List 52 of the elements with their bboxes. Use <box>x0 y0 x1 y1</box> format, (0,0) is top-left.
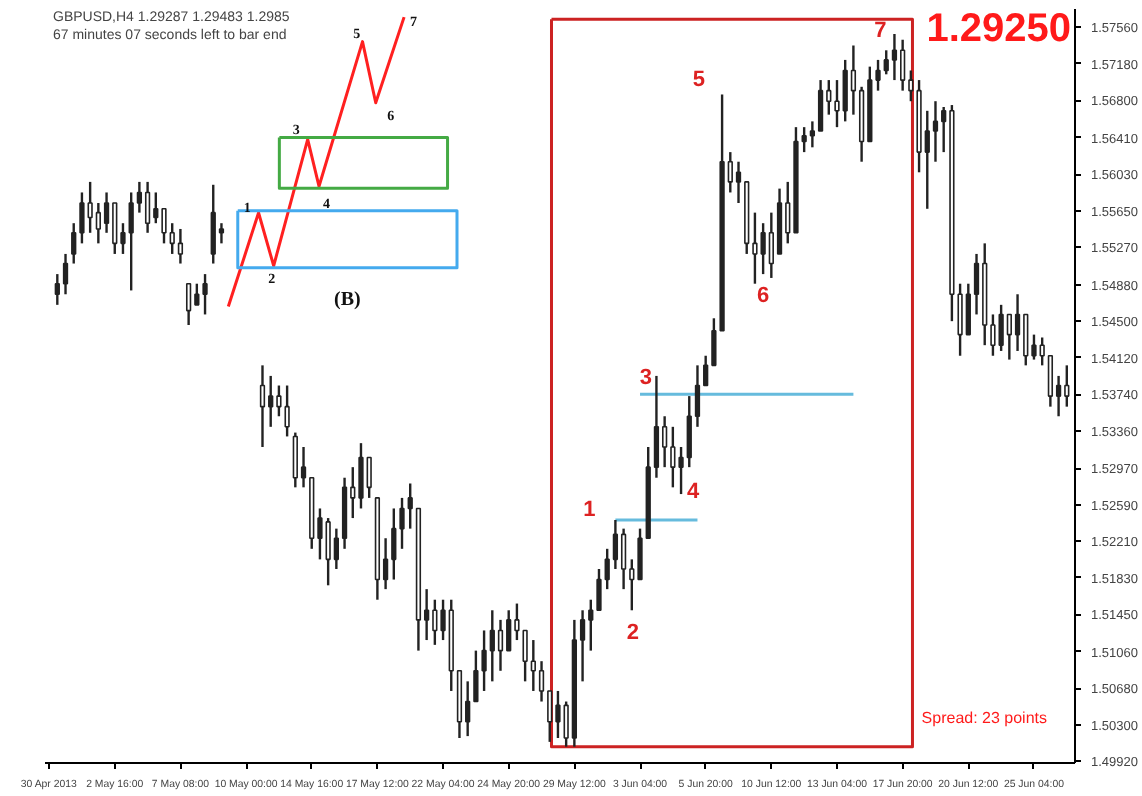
candlestick <box>366 456 372 500</box>
candlestick <box>932 100 939 163</box>
candlestick <box>202 272 208 316</box>
candlestick <box>670 425 676 489</box>
candlestick <box>1023 313 1029 367</box>
candlestick <box>284 384 290 438</box>
candlestick <box>620 527 627 591</box>
candlestick <box>817 78 824 133</box>
annotation: (B) <box>334 289 361 312</box>
candlestick <box>144 180 151 234</box>
candlestick <box>194 282 200 307</box>
annotation: 1 <box>583 498 596 523</box>
candlestick <box>268 374 274 429</box>
annotation: 3 <box>639 365 653 390</box>
candlestick <box>998 303 1004 353</box>
candlestick <box>161 207 167 245</box>
annotation: 4 <box>687 479 702 504</box>
candlestick <box>661 415 668 469</box>
annotation: 2 <box>626 620 639 645</box>
candlestick <box>497 618 504 672</box>
candlestick <box>530 638 536 693</box>
candlestick <box>489 609 495 683</box>
candlestick <box>358 441 364 510</box>
candlestick <box>506 609 512 652</box>
candlestick <box>883 49 889 76</box>
annotation: 1.29250 <box>926 7 1071 51</box>
annotation: 6 <box>757 284 770 309</box>
candlestick <box>834 78 840 129</box>
candlestick <box>1064 364 1070 408</box>
candlestick <box>1006 313 1012 361</box>
candlestick <box>62 252 69 296</box>
annotation: 5 <box>692 68 706 93</box>
candlestick <box>325 516 331 587</box>
candlestick <box>760 221 766 276</box>
candlestick <box>292 431 298 489</box>
candlestick <box>177 227 184 265</box>
candlestick <box>1014 293 1021 353</box>
candlestick <box>87 180 93 234</box>
candlestick <box>555 689 561 740</box>
candlestick <box>891 32 898 82</box>
candlestick <box>112 201 118 256</box>
candlestick <box>185 282 192 327</box>
candlestick <box>842 58 848 123</box>
candlestick <box>128 191 134 292</box>
candlestick <box>432 598 438 647</box>
candlestick <box>900 38 906 92</box>
candlestick <box>210 183 216 265</box>
candlestick <box>391 507 397 581</box>
annotation: Spread: 23 points <box>921 709 1048 727</box>
candlestick <box>259 364 266 449</box>
candlestick <box>95 201 101 245</box>
annotation: 7 <box>874 19 887 44</box>
